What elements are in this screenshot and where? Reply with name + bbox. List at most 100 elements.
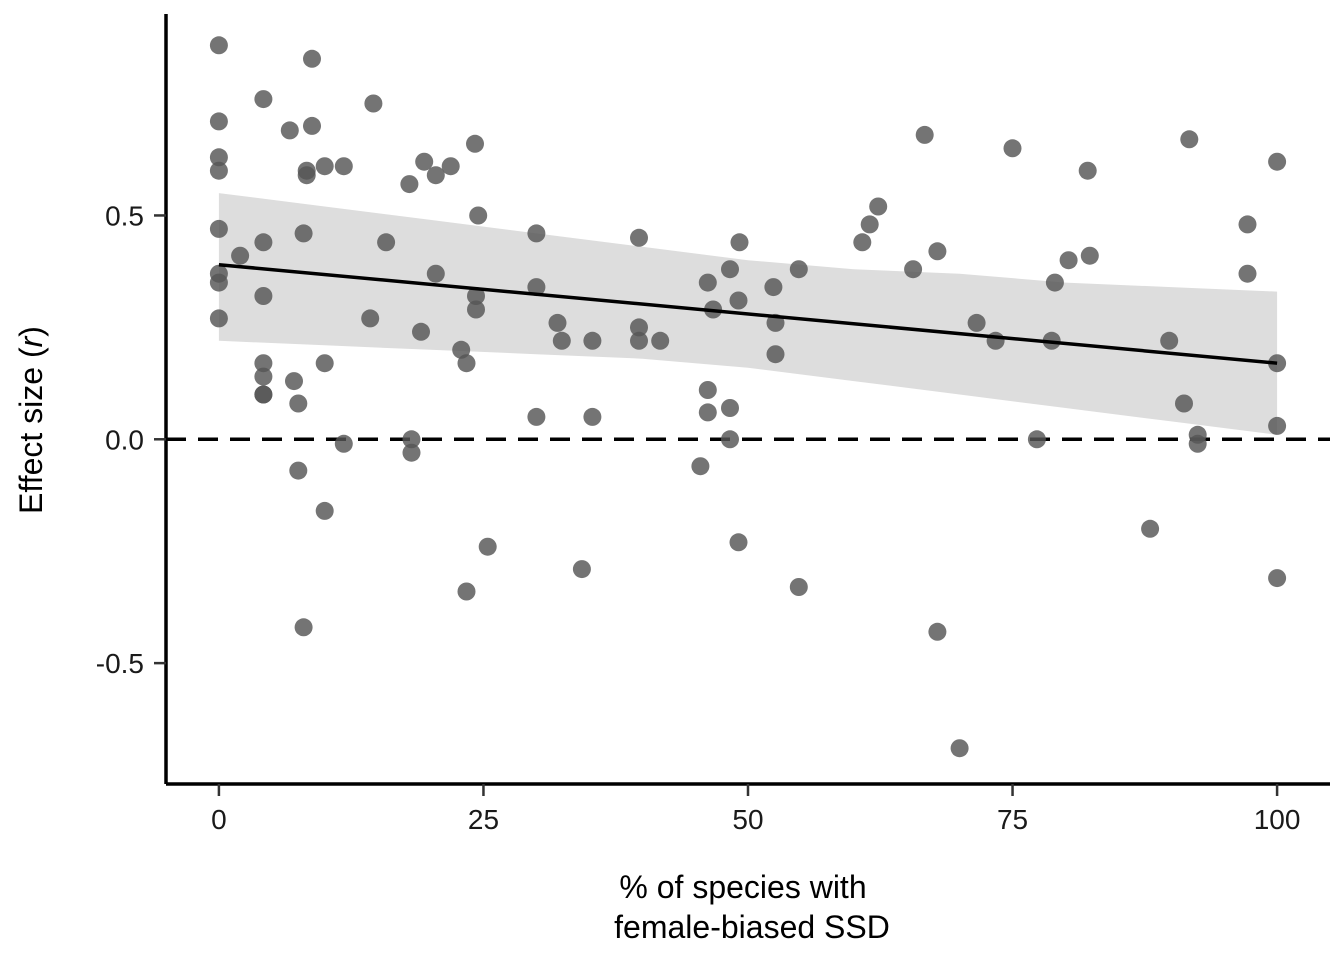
- data-point: [315, 157, 334, 176]
- data-point: [928, 622, 947, 641]
- data-point: [1003, 139, 1022, 158]
- data-point: [289, 461, 308, 480]
- data-point: [303, 116, 321, 135]
- data-point: [361, 309, 380, 328]
- data-point: [766, 345, 785, 364]
- data-point: [294, 618, 313, 637]
- data-point: [297, 166, 316, 185]
- data-point: [441, 157, 460, 176]
- data-point: [698, 381, 717, 399]
- data-point: [231, 246, 250, 265]
- data-point: [527, 407, 546, 426]
- data-point: [1175, 394, 1193, 413]
- data-point: [721, 260, 739, 279]
- data-point: [209, 161, 228, 180]
- data-point: [303, 49, 321, 68]
- data-point: [1238, 215, 1257, 234]
- data-point: [721, 430, 739, 449]
- data-point: [986, 331, 1005, 350]
- x-axis-title-line2: female-biased SSD: [614, 909, 890, 945]
- data-point: [527, 224, 546, 243]
- x-tick-label: 50: [732, 804, 763, 835]
- data-point: [402, 443, 421, 462]
- x-tick-label: 25: [468, 804, 499, 835]
- data-point: [1045, 273, 1064, 292]
- data-point: [1188, 434, 1207, 453]
- y-tick-label: 0.5: [105, 200, 144, 231]
- data-point: [1268, 416, 1287, 435]
- data-point: [400, 175, 419, 194]
- data-point: [1238, 264, 1257, 283]
- data-point: [789, 260, 808, 279]
- data-point: [254, 385, 273, 404]
- data-point: [209, 219, 228, 238]
- x-tick-label: 75: [997, 804, 1028, 835]
- data-point: [630, 331, 648, 350]
- data-point: [294, 224, 313, 243]
- y-axis-title-main: Effect size (: [13, 347, 49, 514]
- data-point: [254, 354, 273, 373]
- data-point: [548, 313, 567, 332]
- data-point: [1059, 251, 1078, 270]
- data-point: [950, 739, 969, 758]
- data-point: [915, 125, 934, 144]
- data-point: [1160, 331, 1179, 350]
- data-point: [721, 399, 739, 417]
- data-point: [209, 36, 228, 55]
- data-point: [209, 309, 228, 328]
- data-point: [334, 157, 353, 176]
- data-point: [254, 367, 273, 386]
- y-axis-title: Effect size (r): [13, 326, 49, 514]
- x-tick-label: 100: [1254, 804, 1301, 835]
- data-point: [572, 560, 591, 579]
- data-point: [1027, 430, 1046, 449]
- data-point: [209, 112, 228, 131]
- data-point: [426, 166, 445, 185]
- data-point: [904, 260, 923, 279]
- data-point: [334, 434, 353, 453]
- data-point: [254, 287, 273, 305]
- data-point: [1268, 569, 1287, 588]
- data-point: [789, 578, 808, 596]
- data-point: [730, 233, 749, 252]
- data-point: [467, 300, 485, 319]
- data-point: [377, 233, 396, 252]
- data-point: [467, 287, 485, 305]
- data-point: [651, 331, 670, 350]
- data-point: [315, 354, 334, 373]
- data-point: [280, 121, 299, 140]
- y-axis-title-italic: r: [13, 335, 49, 347]
- data-point: [729, 291, 748, 310]
- data-point: [364, 94, 383, 113]
- data-point: [1078, 161, 1097, 180]
- x-tick-label: 0: [211, 804, 227, 835]
- data-point: [698, 403, 717, 422]
- data-point: [289, 394, 308, 413]
- data-point: [860, 215, 879, 234]
- regression-line: [218, 262, 1278, 365]
- data-point: [691, 457, 710, 476]
- x-axis-title-line1: % of species with: [619, 869, 866, 905]
- data-point: [315, 501, 334, 520]
- data-point: [466, 134, 484, 153]
- data-point: [426, 264, 445, 283]
- data-point: [254, 90, 273, 109]
- data-point: [583, 407, 602, 426]
- data-point: [402, 430, 421, 449]
- data-point: [869, 197, 888, 216]
- y-axis-title-end: ): [13, 326, 49, 337]
- data-point: [478, 537, 497, 556]
- data-point: [469, 206, 488, 225]
- data-point: [764, 278, 783, 297]
- y-tick-label: -0.5: [96, 648, 144, 679]
- data-point: [630, 318, 648, 337]
- data-point: [1141, 519, 1160, 538]
- data-point: [285, 372, 303, 391]
- data-point: [209, 148, 228, 167]
- data-point: [412, 322, 430, 341]
- data-point: [729, 533, 748, 552]
- data-point: [552, 331, 571, 350]
- data-point: [1268, 152, 1287, 171]
- data-point: [415, 152, 434, 171]
- data-point: [209, 273, 228, 292]
